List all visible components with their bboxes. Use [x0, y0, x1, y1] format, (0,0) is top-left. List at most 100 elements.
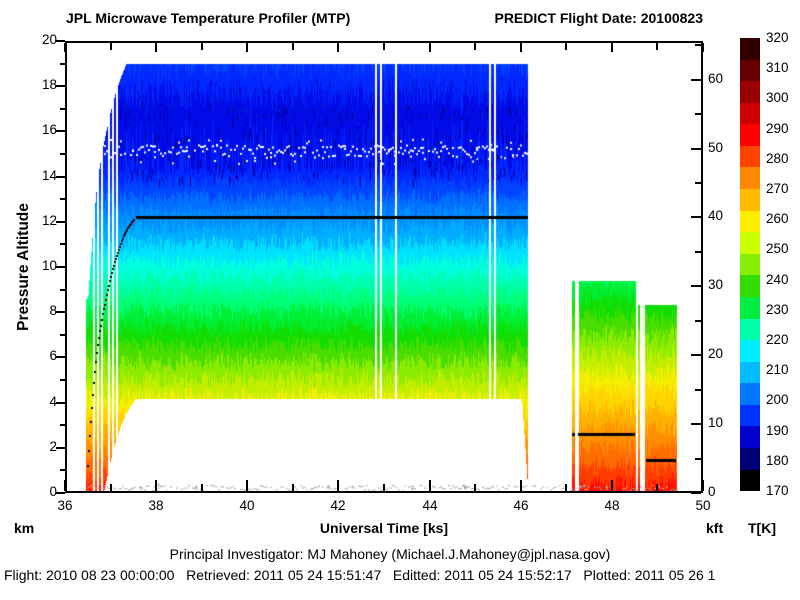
- x-tick-label: 40: [239, 498, 255, 513]
- x-axis-tick: [656, 484, 658, 491]
- x-tick-label: 48: [604, 498, 620, 513]
- x-axis-tick: [337, 480, 339, 491]
- x-axis-tick: [64, 480, 66, 491]
- km-axis-tick: [56, 130, 65, 132]
- km-axis-tick: [60, 198, 65, 200]
- km-axis-tick: [56, 447, 65, 449]
- colorbar-tick-label: 310: [766, 60, 789, 76]
- km-axis-tick: [60, 63, 65, 65]
- km-axis-tick: [56, 492, 65, 494]
- kft-axis-tick: [695, 320, 701, 322]
- colorbar-tick-label: 320: [766, 30, 789, 45]
- colorbar-segment: [740, 253, 760, 276]
- x-axis-tick: [246, 480, 248, 491]
- colorbar-tick-label: 220: [766, 332, 789, 347]
- colorbar-segment: [740, 167, 760, 190]
- colorbar-segment: [740, 38, 760, 60]
- kft-axis-tick: [695, 182, 701, 184]
- x-axis-tick: [292, 484, 294, 491]
- colorbar-segment: [740, 340, 760, 362]
- km-tick-label: 0: [49, 484, 57, 499]
- colorbar-segment: [740, 124, 760, 146]
- kft-tick-label: 20: [708, 346, 724, 361]
- km-tick-label: 8: [49, 303, 57, 318]
- colorbar-segment: [740, 102, 760, 125]
- kft-axis-tick: [691, 285, 701, 287]
- km-tick-label: 6: [49, 348, 57, 363]
- kft-tick-label: 60: [708, 71, 724, 86]
- km-axis-tick: [60, 289, 65, 291]
- colorbar-tick-label: 250: [766, 241, 789, 257]
- km-axis-tick: [56, 176, 65, 178]
- x-axis-top-tick: [292, 43, 294, 50]
- kft-axis-tick: [691, 354, 701, 356]
- kft-axis-tick: [691, 79, 701, 81]
- km-tick-label: 12: [41, 213, 57, 228]
- colorbar-tick-label: 180: [766, 452, 789, 468]
- colorbar-tick-label: 210: [766, 362, 789, 378]
- km-tick-label: 14: [41, 168, 57, 183]
- x-axis-tick: [110, 484, 112, 491]
- colorbar-segment: [740, 469, 760, 492]
- colorbar-segment: [740, 318, 760, 341]
- plot-title: JPL Microwave Temperature Profiler (MTP): [66, 10, 351, 26]
- colorbar-tick-label: 240: [766, 271, 789, 287]
- x-axis-tick: [383, 484, 385, 491]
- x-axis-tick: [565, 484, 567, 491]
- km-axis-tick: [60, 379, 65, 381]
- km-axis-tick: [56, 356, 65, 358]
- x-axis-top-tick: [64, 43, 66, 52]
- x-tick-label: 42: [330, 498, 346, 513]
- colorbar-segment: [740, 81, 760, 103]
- right-axis-unit-label: kft: [706, 520, 724, 536]
- colorbar-segment: [740, 59, 760, 82]
- km-axis-tick: [56, 40, 65, 42]
- colorbar-tick-label: 270: [766, 181, 789, 196]
- km-axis-tick: [60, 469, 65, 471]
- colorbar-segment: [740, 447, 760, 470]
- x-axis-top-tick: [656, 43, 658, 50]
- km-axis-tick: [60, 153, 65, 155]
- km-tick-label: 20: [41, 32, 57, 47]
- x-axis-tick: [155, 480, 157, 491]
- colorbar-segment: [740, 145, 760, 168]
- kft-axis-tick: [695, 113, 701, 115]
- colorbar-segment: [740, 232, 760, 254]
- colorbar-segment: [740, 404, 760, 427]
- km-tick-label: 2: [49, 439, 57, 454]
- colorbar-tick-label: 230: [766, 301, 789, 317]
- colorbar-tick-label: 290: [766, 120, 789, 136]
- km-axis-tick: [60, 424, 65, 426]
- km-axis-tick: [60, 243, 65, 245]
- x-axis-tick: [611, 480, 613, 491]
- x-axis-tick: [429, 480, 431, 491]
- km-axis-tick: [56, 85, 65, 87]
- km-axis-tick: [56, 402, 65, 404]
- colorbar-tick-label: 170: [766, 483, 789, 498]
- kft-tick-label: 50: [708, 140, 724, 155]
- km-axis-tick: [60, 334, 65, 336]
- kft-axis-tick: [691, 216, 701, 218]
- x-tick-label: 36: [57, 498, 73, 513]
- kft-axis-tick: [691, 492, 701, 494]
- x-axis-top-tick: [110, 43, 112, 50]
- kft-tick-label: 40: [708, 208, 724, 223]
- kft-axis-tick: [695, 251, 701, 253]
- km-tick-label: 10: [41, 258, 57, 273]
- x-axis-top-tick: [565, 43, 567, 50]
- kft-tick-label: 10: [708, 415, 724, 430]
- x-axis-top-tick: [520, 43, 522, 52]
- colorbar-segment: [740, 361, 760, 384]
- x-tick-label: 44: [422, 498, 438, 513]
- x-axis-top-tick: [246, 43, 248, 52]
- kft-axis-tick: [695, 458, 701, 460]
- km-axis-tick: [60, 108, 65, 110]
- x-axis-top-tick: [474, 43, 476, 50]
- kft-axis-tick: [691, 148, 701, 150]
- temperature-curtain-canvas: [65, 41, 703, 493]
- y-axis-title: Pressure Altitude: [15, 203, 32, 331]
- flight-date-title: PREDICT Flight Date: 20100823: [494, 10, 703, 26]
- km-tick-label: 18: [41, 77, 57, 92]
- x-tick-label: 46: [513, 498, 529, 513]
